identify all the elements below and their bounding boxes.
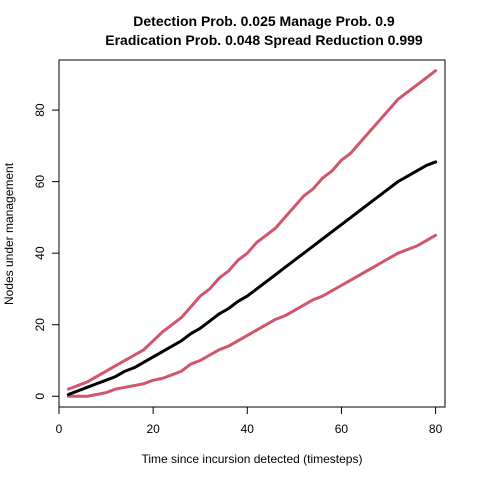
x-tick-label: 80 (429, 422, 443, 436)
x-axis: 0 20 40 60 80 (56, 406, 443, 436)
x-tick-label: 40 (241, 422, 255, 436)
y-axis: 0 20 40 60 80 (33, 103, 60, 400)
chart-title-line-1: Detection Prob. 0.025 Manage Prob. 0.9 (133, 13, 395, 29)
chart-title-line-2: Eradication Prob. 0.048 Spread Reduction… (105, 32, 423, 48)
y-tick-label: 40 (33, 246, 47, 260)
y-axis-label: Nodes under management (2, 162, 16, 305)
x-tick-label: 60 (335, 422, 349, 436)
x-axis-label: Time since incursion detected (timesteps… (142, 452, 363, 466)
series-line-median (66, 160, 438, 396)
y-tick-label: 20 (33, 318, 47, 332)
series-group (66, 69, 438, 398)
x-tick-label: 0 (56, 422, 63, 436)
series-line-upper (66, 69, 438, 391)
y-tick-label: 80 (33, 103, 47, 117)
series-line-lower (66, 233, 438, 398)
x-tick-label: 20 (146, 422, 160, 436)
y-tick-label: 60 (33, 175, 47, 189)
y-tick-label: 0 (33, 393, 47, 400)
